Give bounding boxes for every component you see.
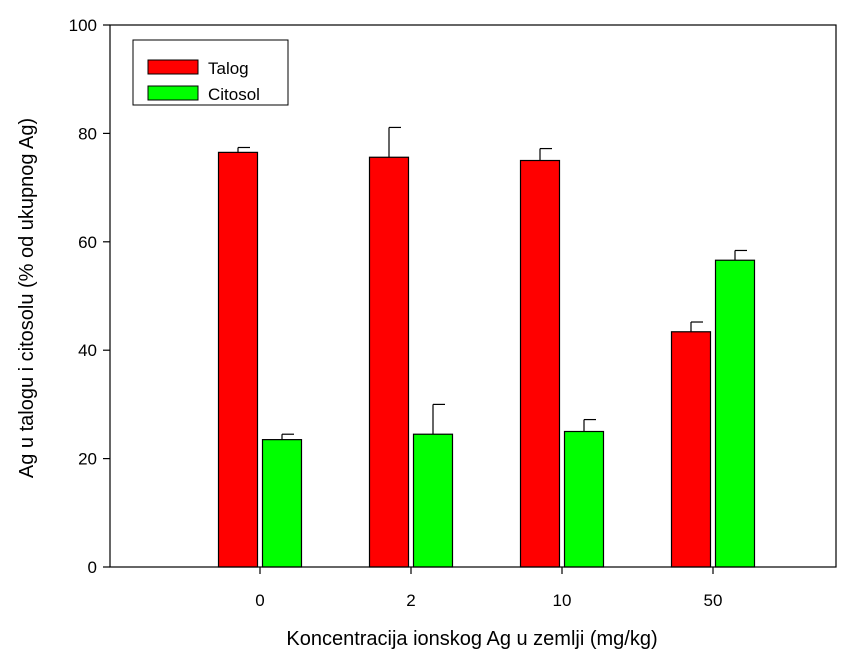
plot-frame (109, 24, 837, 568)
bar-talog (519, 159, 561, 568)
axes-layer: 0 20 40 60 80 100 0 2 10 50 (69, 16, 837, 610)
y-axis-label: Ag u talogu i citosolu (% od ukupnog Ag) (16, 118, 38, 478)
legend-label-citosol: Citosol (208, 85, 260, 104)
error-bars-layer (237, 126, 747, 440)
y-tick-label: 0 (88, 558, 97, 577)
bar-citosol (714, 259, 756, 568)
legend-label-talog: Talog (208, 59, 249, 78)
y-tick-label: 40 (78, 341, 97, 360)
legend: Talog Citosol (132, 39, 289, 106)
bar-citosol (563, 430, 605, 568)
x-tick-label: 2 (406, 591, 415, 610)
y-tick-label: 80 (78, 124, 97, 143)
y-tick-label: 100 (69, 16, 97, 35)
bar-talog (217, 151, 259, 568)
y-tick-label: 20 (78, 450, 97, 469)
x-tick-label: 10 (553, 591, 572, 610)
x-tick-label: 50 (704, 591, 723, 610)
x-axis-label: Koncentracija ionskog Ag u zemlji (mg/kg… (286, 628, 657, 650)
x-tick-label: 0 (255, 591, 264, 610)
legend-swatch-citosol (147, 85, 199, 101)
bar-citosol (412, 433, 454, 568)
legend-swatch-talog (147, 59, 199, 75)
bars-layer (217, 151, 756, 568)
bar-citosol (261, 439, 303, 568)
y-tick-label: 60 (78, 233, 97, 252)
bar-talog (368, 156, 410, 568)
bar-talog (670, 331, 712, 568)
